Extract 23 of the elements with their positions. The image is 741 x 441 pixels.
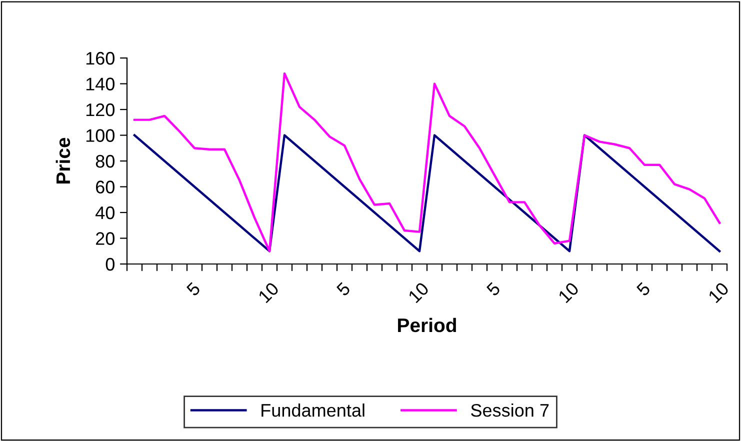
- y-tick-label: 60: [96, 180, 114, 194]
- x-tick-label: 10: [708, 282, 730, 304]
- x-tick-label: 10: [558, 282, 580, 304]
- x-tick-label: 5: [636, 282, 651, 297]
- y-tick-label: 80: [96, 154, 114, 168]
- x-tick-label: 5: [336, 282, 351, 297]
- y-tick-label: 20: [96, 232, 114, 245]
- x-tick-label: 5: [486, 282, 501, 297]
- y-tick-label: 40: [96, 206, 114, 220]
- legend-label: Session 7: [471, 404, 549, 417]
- y-tick-label: 120: [86, 103, 114, 116]
- x-axis-title: Period: [398, 318, 456, 332]
- x-tick-label: 5: [186, 282, 201, 297]
- legend-label: Fundamental: [262, 404, 364, 417]
- y-tick-label: 160: [86, 52, 114, 65]
- y-axis-title: Price: [56, 138, 70, 184]
- x-tick-label: 10: [258, 282, 280, 304]
- x-tick-label: 10: [408, 282, 430, 304]
- y-tick-label: 100: [86, 129, 114, 142]
- y-tick-label: 140: [86, 78, 114, 90]
- line-series: [133, 134, 721, 252]
- y-tick-label: 0: [106, 258, 114, 271]
- line-series: [133, 72, 721, 252]
